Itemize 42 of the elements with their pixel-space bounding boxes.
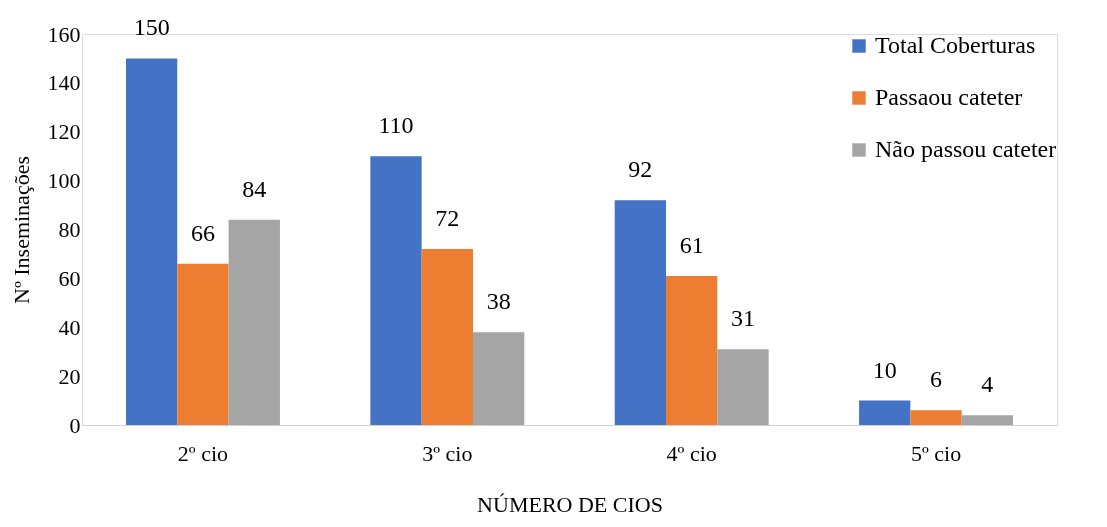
y-tick-label: 80 xyxy=(58,217,81,242)
y-tick-label: 120 xyxy=(47,119,81,145)
x-tick-label: 3º cio xyxy=(422,440,473,466)
legend-label: Passaou cateter xyxy=(875,84,1023,110)
bar xyxy=(472,332,525,425)
data-label: 84 xyxy=(242,175,267,202)
bar xyxy=(421,249,473,425)
legend-label: Não passou cateter xyxy=(875,136,1057,162)
data-label: 4 xyxy=(981,371,994,398)
data-label: 38 xyxy=(486,288,511,315)
y-tick-label: 160 xyxy=(47,21,81,47)
data-label: 10 xyxy=(872,356,897,383)
y-tick-label: 0 xyxy=(69,412,81,438)
data-label: 110 xyxy=(378,112,414,139)
bar xyxy=(910,410,962,425)
bar xyxy=(961,415,1014,425)
y-tick-label: 60 xyxy=(58,265,81,291)
data-label: 150 xyxy=(133,14,170,41)
y-tick-label: 20 xyxy=(58,363,81,389)
bar xyxy=(859,400,911,425)
x-tick-label: 4º cio xyxy=(666,440,717,466)
bar xyxy=(177,263,229,425)
data-label: 92 xyxy=(628,156,653,183)
data-label: 6 xyxy=(930,366,943,393)
y-axis-title: Nº Inseminações xyxy=(8,156,34,304)
bar xyxy=(370,156,422,425)
bar xyxy=(228,219,280,425)
data-label: 61 xyxy=(679,231,704,258)
x-axis-title: NÚMERO DE CIOS xyxy=(477,491,663,517)
x-tick-label: 5º cio xyxy=(910,440,962,466)
data-label: 72 xyxy=(435,205,460,232)
data-label: 66 xyxy=(190,219,215,246)
y-tick-label: 140 xyxy=(47,70,81,96)
x-tick-label: 2º cio xyxy=(177,440,229,466)
y-tick-label: 100 xyxy=(47,168,81,194)
bar xyxy=(717,349,769,425)
bar xyxy=(125,58,178,425)
bar xyxy=(614,200,667,425)
y-tick-label: 40 xyxy=(58,314,81,340)
data-label: 31 xyxy=(731,305,755,332)
bar xyxy=(666,275,718,425)
legend-label: Total Coberturas xyxy=(875,32,1036,58)
